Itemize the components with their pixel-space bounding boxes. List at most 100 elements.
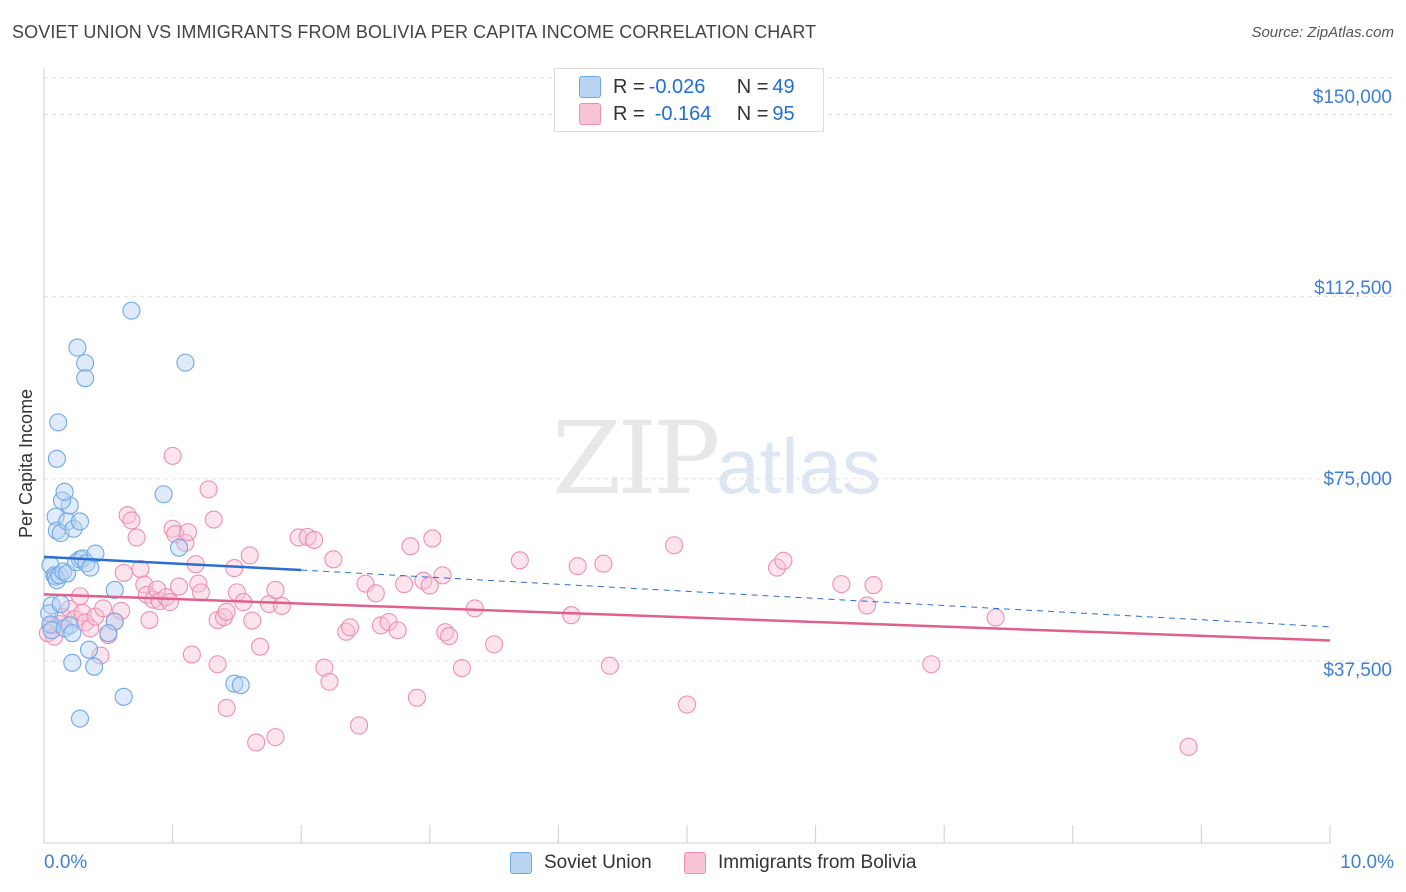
- soviet-point: [63, 624, 82, 643]
- soviet-point: [76, 369, 95, 388]
- bolivia-point: [857, 596, 877, 615]
- bolivia-point: [140, 611, 159, 630]
- bolivia-point: [864, 576, 883, 595]
- bolivia-point: [1179, 737, 1198, 756]
- watermark-atlas: atlas: [716, 422, 882, 510]
- bolivia-point: [305, 530, 324, 549]
- bolivia-point: [774, 551, 793, 570]
- bolivia-legend-label: Immigrants from Bolivia: [718, 852, 917, 873]
- soviet-point: [70, 709, 90, 728]
- bolivia-point: [182, 645, 201, 664]
- legend-row-soviet: R = -0.026 N = 49: [579, 75, 795, 99]
- soviet-point: [58, 512, 77, 531]
- legend-item-bolivia[interactable]: Immigrants from Bolivia: [684, 852, 917, 874]
- bolivia-point: [433, 566, 452, 585]
- bolivia-point: [366, 584, 385, 603]
- bolivia-point: [315, 658, 334, 677]
- bolivia-point: [407, 688, 426, 707]
- bolivia-point: [600, 656, 619, 675]
- bolivia-point: [452, 659, 472, 678]
- bolivia-point: [922, 655, 941, 674]
- zipatlas-watermark: ZIPatlas: [552, 400, 881, 517]
- bolivia-point: [240, 546, 259, 565]
- y-tick-label-37500: $37,500: [1323, 660, 1392, 681]
- soviet-point: [231, 676, 250, 695]
- soviet-point: [76, 354, 95, 373]
- bolivia-point: [986, 608, 1005, 627]
- bolivia-point: [250, 637, 270, 656]
- bolivia-point: [388, 621, 407, 640]
- soviet-trend-line: [43, 555, 302, 572]
- bolivia-point: [767, 558, 787, 577]
- y-tick-label-112500: $112,500: [1314, 278, 1392, 299]
- soviet-point: [51, 594, 70, 614]
- bolivia-point: [594, 554, 613, 573]
- soviet-point: [225, 674, 244, 693]
- soviet-point: [86, 544, 105, 563]
- soviet-point: [70, 512, 90, 531]
- soviet-point: [46, 507, 65, 526]
- bolivia-point: [401, 537, 420, 556]
- bolivia-n-value: 95: [772, 102, 795, 125]
- bolivia-trend-line: [43, 593, 1331, 642]
- bolivia-point: [169, 577, 189, 596]
- soviet-point: [64, 519, 83, 538]
- soviet-point: [63, 653, 82, 672]
- soviet-point: [79, 640, 99, 659]
- soviet-swatch: [579, 76, 601, 98]
- bolivia-point: [94, 599, 113, 618]
- bolivia-r-value: -0.164: [654, 102, 712, 125]
- bolivia-point: [91, 646, 110, 665]
- bolivia-point: [127, 528, 146, 547]
- bolivia-point: [76, 613, 95, 632]
- watermark-zip: ZIP: [552, 400, 720, 517]
- chart-source: Source: ZipAtlas.com: [1251, 24, 1394, 41]
- bolivia-point: [485, 635, 504, 654]
- bolivia-point: [266, 728, 285, 747]
- bolivia-point: [440, 627, 459, 646]
- bolivia-point: [163, 446, 182, 465]
- bolivia-point: [204, 510, 223, 529]
- bolivia-point: [266, 580, 285, 599]
- soviet-point: [114, 687, 133, 706]
- bolivia-point: [217, 602, 236, 621]
- soviet-point: [154, 485, 173, 504]
- bolivia-point: [350, 716, 369, 735]
- soviet-legend-swatch: [510, 852, 532, 874]
- chart-title: SOVIET UNION VS IMMIGRANTS FROM BOLIVIA …: [12, 22, 817, 42]
- legend-item-soviet[interactable]: Soviet Union: [510, 852, 652, 874]
- bolivia-point: [243, 611, 262, 630]
- soviet-point: [176, 353, 195, 372]
- bolivia-point: [568, 557, 587, 576]
- y-axis-title: Per Capita Income: [16, 388, 36, 538]
- y-tick-label-75000: $75,000: [1323, 469, 1392, 490]
- x-tick-label-min: 0.0%: [44, 852, 88, 873]
- soviet-trend-extension: [301, 569, 1331, 628]
- bolivia-legend-swatch: [684, 852, 706, 874]
- soviet-point: [47, 449, 66, 468]
- bolivia-point: [199, 480, 218, 499]
- soviet-r-label: R =: [613, 75, 645, 98]
- soviet-r-value: -0.026: [648, 75, 706, 98]
- bolivia-point: [272, 596, 291, 616]
- bolivia-point: [324, 550, 343, 569]
- bolivia-point: [122, 511, 141, 530]
- soviet-point: [122, 301, 141, 320]
- bolivia-point: [208, 655, 227, 674]
- bolivia-point: [217, 698, 236, 718]
- soviet-point: [85, 657, 104, 676]
- bolivia-point: [114, 563, 133, 582]
- bolivia-point: [832, 575, 851, 594]
- soviet-point: [105, 580, 124, 599]
- bolivia-point: [341, 618, 360, 637]
- legend-row-bolivia: R = -0.164 N = 95: [579, 102, 795, 126]
- soviet-point: [105, 612, 124, 631]
- bolivia-point: [665, 536, 684, 555]
- bolivia-point: [81, 619, 100, 638]
- bolivia-point: [510, 551, 529, 570]
- y-tick-label-150000: $150,000: [1312, 87, 1392, 108]
- bolivia-swatch: [579, 103, 601, 125]
- soviet-point: [99, 624, 118, 643]
- soviet-n-label: N =: [736, 75, 769, 98]
